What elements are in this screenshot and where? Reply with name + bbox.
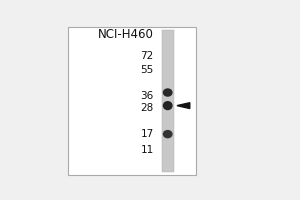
- Text: 72: 72: [140, 51, 154, 61]
- Text: 11: 11: [140, 145, 154, 155]
- Text: 36: 36: [140, 91, 154, 101]
- FancyArrow shape: [177, 103, 190, 109]
- Text: 28: 28: [140, 103, 154, 113]
- Text: 17: 17: [140, 129, 154, 139]
- Text: 55: 55: [140, 65, 154, 75]
- Ellipse shape: [163, 130, 172, 138]
- Text: NCI-H460: NCI-H460: [98, 28, 154, 41]
- Ellipse shape: [163, 88, 172, 97]
- Ellipse shape: [163, 101, 172, 110]
- FancyBboxPatch shape: [162, 30, 173, 172]
- FancyBboxPatch shape: [68, 27, 196, 175]
